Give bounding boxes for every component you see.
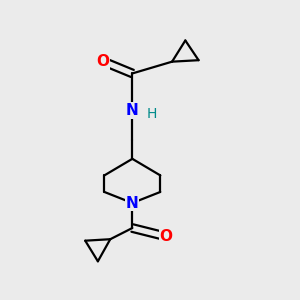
Text: N: N [126, 103, 139, 118]
Text: O: O [160, 230, 173, 244]
Text: N: N [126, 196, 139, 211]
Text: O: O [96, 54, 110, 69]
Text: H: H [146, 107, 157, 121]
